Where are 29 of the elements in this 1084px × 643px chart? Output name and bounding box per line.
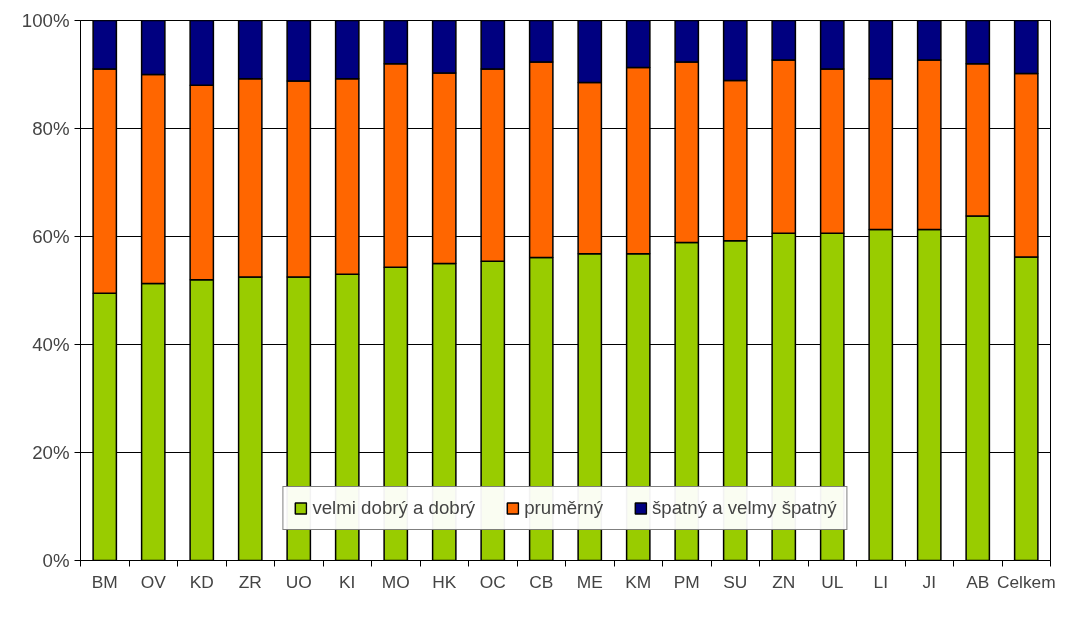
x-tick-label: ME: [576, 571, 603, 592]
x-tick-label: SU: [723, 571, 748, 592]
x-tick-label: ZN: [772, 571, 796, 592]
x-tick-label: Celkem: [996, 571, 1056, 592]
y-tick-label: 0%: [42, 550, 70, 571]
x-tick-label: KM: [625, 571, 652, 592]
legend-label: špatný a velmy špatný: [652, 497, 837, 519]
x-tick-label: PM: [673, 571, 700, 592]
x-tick-label: OV: [140, 571, 167, 592]
y-tick-label: 60%: [32, 226, 70, 247]
legend-label: velmi dobrý a dobrý: [312, 497, 476, 519]
x-tick-label: JI: [922, 571, 936, 592]
legend-label: pruměrný: [524, 497, 604, 519]
x-tick-label: ZR: [238, 571, 262, 592]
x-tick-label: AB: [966, 571, 990, 592]
x-tick-label: OC: [479, 571, 506, 592]
x-tick-label: KD: [189, 571, 214, 592]
x-tick-label: UL: [821, 571, 844, 592]
x-tick-label: UO: [285, 571, 312, 592]
x-tick-label: MO: [381, 571, 410, 592]
y-tick-label: 20%: [32, 442, 70, 463]
x-tick-label: KI: [339, 571, 356, 592]
x-tick-label: HK: [432, 571, 457, 592]
x-tick-label: BM: [91, 571, 118, 592]
y-tick-label: 100%: [21, 10, 70, 31]
y-tick-label: 40%: [32, 334, 70, 355]
x-tick-label: LI: [873, 571, 888, 592]
x-tick-label: CB: [529, 571, 554, 592]
y-tick-label: 80%: [32, 118, 70, 139]
